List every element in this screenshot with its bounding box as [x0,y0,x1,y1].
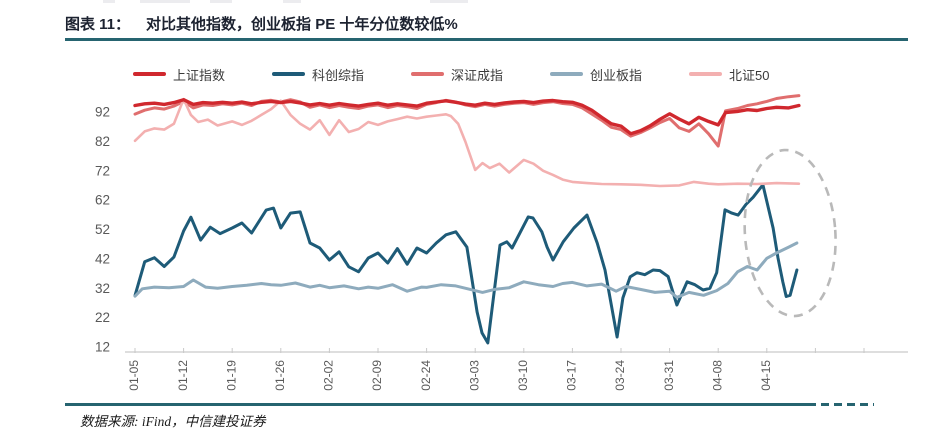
legend-item-1: 科创综指 [272,66,365,83]
series-line-3 [133,97,801,188]
footer-divider-rule-dashed-end [808,403,874,406]
x-tick-label: 03-17 [565,360,579,391]
top-artifact [140,0,190,3]
top-artifact [430,0,468,3]
legend-swatch-icon [689,72,722,76]
legend-label: 创业板指 [590,67,643,83]
data-source-note: 数据来源: iFind，中信建投证券 [80,414,266,429]
x-tick-label: 02-24 [419,360,433,391]
top-artifact [283,0,301,3]
title-divider-rule [65,38,908,41]
y-tick-label: 82 [95,134,110,149]
x-tick-label: 03-24 [613,360,627,391]
x-tick-label: 03-10 [516,360,530,391]
x-tick-label: 01-26 [273,360,287,391]
x-tick-label: 02-02 [322,360,336,391]
legend-swatch-icon [550,72,583,76]
x-tick-label: 01-19 [224,360,238,391]
footer-divider-rule [65,403,808,406]
legend-swatch-icon [411,72,444,76]
legend-item-2: 深证成指 [411,66,504,83]
figure-number-label: 图表 11： [65,16,131,33]
y-tick-label: 32 [95,281,110,296]
x-tick-label: 04-15 [759,360,773,391]
y-tick-label: 42 [95,251,110,266]
y-tick-label: 62 [95,193,110,208]
legend-label: 上证指数 [173,67,226,83]
legend-label: 深证成指 [451,67,504,83]
legend-label: 北证50 [729,67,770,83]
legend-item-4: 北证50 [689,66,770,83]
legend-item-0: 上证指数 [133,66,226,83]
series-line-4 [133,97,801,136]
y-tick-label: 22 [95,310,110,325]
x-tick-label: 02-09 [370,360,384,391]
series-line-0 [133,183,799,345]
y-tick-label: 92 [95,105,110,120]
y-tick-label: 12 [95,340,110,355]
legend-swatch-icon [133,72,166,76]
x-tick-label: 03-31 [662,360,676,391]
legend-swatch-icon [272,72,305,76]
legend-item-3: 创业板指 [550,66,643,83]
x-tick-label: 01-12 [176,360,190,391]
top-artifact [103,0,115,3]
legend-label: 科创综指 [312,67,365,83]
y-tick-label: 72 [95,163,110,178]
y-tick-label: 52 [95,222,110,237]
series-line-1 [133,241,799,299]
chart-legend: 上证指数 科创综指 深证成指 创业板指 北证50 [0,66,925,83]
top-artifact [210,0,232,3]
x-tick-label: 03-03 [467,360,481,391]
x-tick-label: 01-05 [127,360,141,391]
x-tick-label: 04-08 [710,360,724,391]
figure-header: 图表 11： 对比其他指数，创业板指 PE 十年分位数较低% [65,13,910,35]
figure-title: 对比其他指数，创业板指 PE 十年分位数较低% [146,16,458,33]
